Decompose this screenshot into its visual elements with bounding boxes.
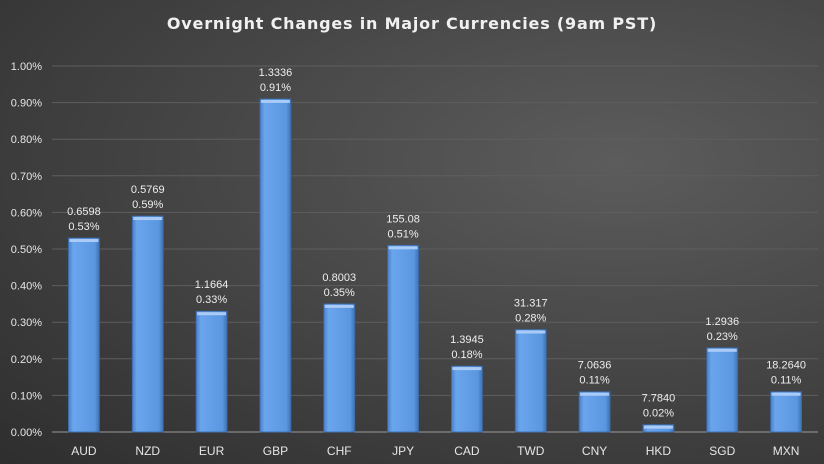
value-label: 0.18%: [451, 349, 482, 361]
x-tick-label: CNY: [582, 444, 607, 458]
rate-label: 1.3336: [259, 67, 293, 79]
bar-chf: [323, 303, 356, 433]
x-tick-label: CHF: [327, 444, 352, 458]
x-tick-label: TWD: [517, 444, 545, 458]
value-label: 0.02%: [643, 408, 674, 420]
value-label: 0.35%: [324, 287, 355, 299]
bar-gbp: [259, 98, 292, 433]
bar-twd: [514, 329, 547, 433]
x-tick-label: AUD: [71, 444, 97, 458]
y-tick-label: 0.00%: [11, 427, 42, 439]
rate-label: 31.317: [514, 298, 548, 310]
bar-highlight: [516, 330, 546, 334]
x-tick-label: EUR: [199, 444, 225, 458]
rate-label: 155.08: [386, 213, 420, 225]
value-label: 0.11%: [579, 375, 610, 387]
x-tick-label: SGD: [709, 444, 735, 458]
x-tick-label: MXN: [773, 444, 800, 458]
y-tick-label: 0.30%: [11, 317, 42, 329]
bar-cad: [451, 365, 483, 433]
bar-aud: [68, 237, 100, 433]
bar-jpy: [387, 244, 419, 433]
rate-label: 1.1664: [195, 279, 229, 291]
value-label: 0.11%: [771, 375, 802, 387]
value-label: 0.91%: [260, 82, 291, 94]
bar-nzd: [131, 215, 164, 433]
y-tick-label: 0.20%: [11, 354, 42, 366]
rate-label: 1.3945: [450, 334, 484, 346]
value-label: 0.53%: [68, 221, 99, 233]
rate-label: 0.8003: [322, 272, 356, 284]
bar-sgd: [706, 347, 739, 433]
y-tick-label: 0.40%: [11, 281, 42, 293]
bar-highlight: [69, 239, 99, 243]
bar-highlight: [452, 367, 482, 371]
x-tick-label: NZD: [135, 444, 160, 458]
bar-eur: [195, 310, 228, 433]
y-tick-label: 0.60%: [11, 207, 42, 219]
chart-title: Overnight Changes in Major Currencies (9…: [166, 14, 658, 33]
value-label: 0.33%: [196, 294, 227, 306]
x-tick-label: CAD: [454, 444, 480, 458]
y-tick-label: 0.10%: [11, 390, 42, 402]
bar-highlight: [260, 99, 290, 103]
bar-cny: [578, 391, 611, 433]
bar-highlight: [388, 246, 418, 250]
x-tick-label: GBP: [263, 444, 288, 458]
y-tick-label: 1.00%: [11, 61, 42, 73]
value-label: 0.28%: [515, 313, 546, 325]
bar-highlight: [324, 304, 354, 308]
bar-highlight: [707, 348, 737, 352]
rate-label: 0.6598: [67, 206, 101, 218]
y-tick-label: 0.90%: [11, 98, 42, 110]
rate-label: 7.0636: [578, 360, 612, 372]
x-tick-label: JPY: [392, 444, 414, 458]
rate-label: 7.7840: [642, 393, 676, 405]
bar-highlight: [580, 392, 610, 396]
x-tick-label: HKD: [646, 444, 672, 458]
rate-label: 18.2640: [766, 360, 806, 372]
rate-label: 1.2936: [705, 316, 739, 328]
bar-highlight: [197, 312, 227, 316]
bar-highlight: [643, 425, 673, 429]
y-tick-label: 0.50%: [11, 244, 42, 256]
bar-highlight: [133, 217, 163, 221]
bar-mxn: [770, 391, 802, 433]
y-tick-label: 0.80%: [11, 134, 42, 146]
value-label: 0.23%: [707, 331, 738, 343]
bar-highlight: [771, 392, 801, 396]
rate-label: 0.5769: [131, 184, 165, 196]
value-label: 0.59%: [132, 199, 163, 211]
y-tick-label: 0.70%: [11, 171, 42, 183]
value-label: 0.51%: [387, 228, 418, 240]
